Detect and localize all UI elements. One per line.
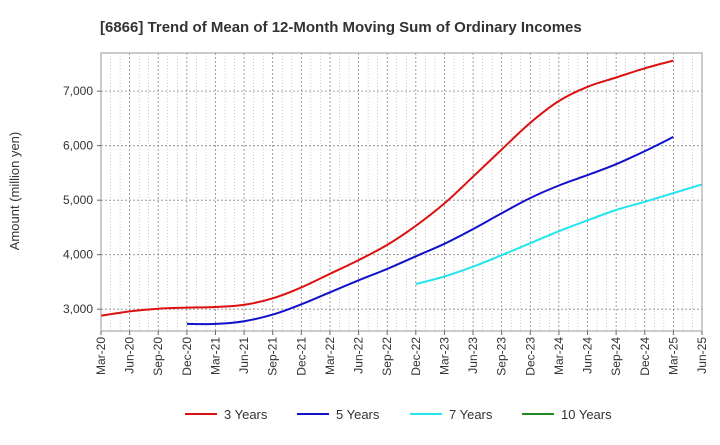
x-tick-label: Mar-23 — [437, 337, 451, 375]
x-tick-label: Sep-22 — [380, 337, 394, 376]
legend-label-3-years: 3 Years — [224, 407, 268, 422]
y-tick-label: 7,000 — [63, 84, 93, 98]
x-tick-label: Jun-21 — [237, 337, 251, 374]
x-tick-label: Jun-24 — [581, 337, 595, 374]
x-tick-label: Mar-21 — [208, 337, 222, 375]
x-tick-label: Dec-21 — [294, 337, 308, 376]
y-tick-label: 4,000 — [63, 248, 93, 262]
series-line-7-years — [415, 183, 703, 286]
legend-label-10-years: 10 Years — [561, 407, 612, 422]
series-line-5-years — [186, 136, 674, 326]
y-axis-label: Amount (million yen) — [7, 132, 22, 251]
chart-title: [6866] Trend of Mean of 12-Month Moving … — [100, 19, 582, 36]
series-lines — [100, 59, 703, 326]
y-axis-ticks: 3,000 4,000 5,000 6,000 7,000 — [63, 84, 101, 316]
x-tick-label: Sep-23 — [495, 337, 509, 376]
x-tick-label: Dec-24 — [638, 337, 652, 376]
x-tick-label: Jun-25 — [695, 337, 709, 374]
x-tick-label: Mar-22 — [323, 337, 337, 375]
x-tick-label: Sep-21 — [266, 337, 280, 376]
x-tick-label: Sep-24 — [609, 337, 623, 376]
y-tick-label: 6,000 — [63, 139, 93, 153]
x-tick-label: Jun-20 — [123, 337, 137, 374]
x-tick-label: Dec-23 — [523, 337, 537, 376]
x-axis-ticks: Mar-20 Jun-20 Sep-20 Dec-20 Mar-21 Jun-21 Sep-… — [94, 331, 709, 376]
x-tick-label: Jun-22 — [352, 337, 366, 374]
x-tick-label: Mar-20 — [94, 337, 108, 375]
legend-label-5-years: 5 Years — [336, 407, 380, 422]
x-tick-label: Mar-24 — [552, 337, 566, 375]
x-tick-label: Dec-22 — [409, 337, 423, 376]
y-tick-label: 5,000 — [63, 193, 93, 207]
legend: 3 Years 5 Years 7 Years 10 Years — [185, 407, 612, 422]
y-tick-label: 3,000 — [63, 302, 93, 316]
grid — [101, 53, 702, 331]
x-tick-label: Dec-20 — [180, 337, 194, 376]
x-tick-label: Jun-23 — [466, 337, 480, 374]
plot-area-frame — [100, 52, 703, 332]
x-tick-label: Sep-20 — [151, 337, 165, 376]
series-line-3-years — [100, 59, 674, 317]
x-tick-label: Mar-25 — [666, 337, 680, 375]
legend-label-7-years: 7 Years — [449, 407, 493, 422]
